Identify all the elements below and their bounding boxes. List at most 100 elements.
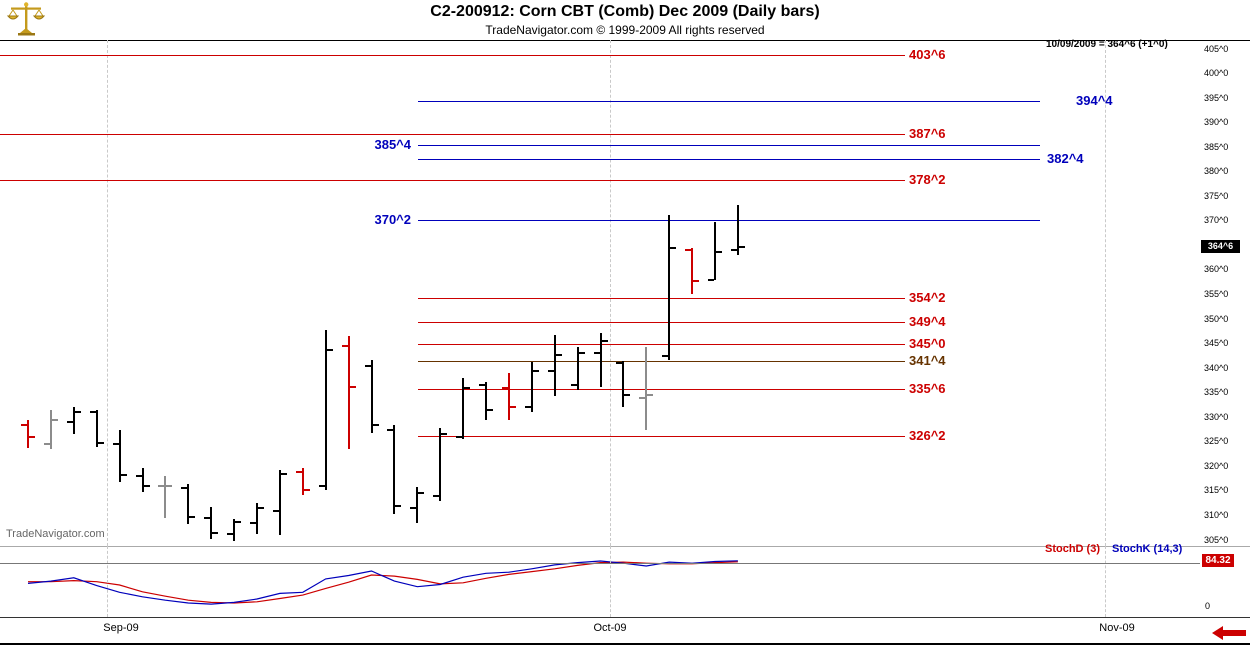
- price-bar-close-tick: [395, 504, 402, 507]
- sr-line: [0, 133, 905, 135]
- stoch-overbought-line: [0, 563, 1200, 565]
- price-bar-stem: [416, 487, 419, 523]
- price-bar-stem: [324, 330, 327, 490]
- price-bar-stem: [439, 428, 442, 501]
- stoch-d-line: [28, 561, 738, 604]
- price-bar-open-tick: [135, 475, 142, 478]
- price-bar-close-tick: [166, 484, 173, 487]
- price-bar-close-tick: [349, 385, 356, 388]
- stoch-value-marker: 84.32: [1202, 554, 1234, 568]
- price-bar-open-tick: [410, 507, 417, 510]
- price-axis-tick-label: 330^0: [1204, 411, 1229, 422]
- price-bar-stem: [553, 335, 556, 397]
- price-bar-close-tick: [258, 507, 264, 510]
- price-bar-stem: [714, 222, 716, 280]
- sr-line-label: 378^2: [909, 172, 946, 188]
- price-axis-tick-label: 375^0: [1204, 190, 1229, 201]
- price-bar-open-tick: [364, 364, 371, 367]
- price-bar-open-tick: [181, 487, 188, 490]
- price-bar-stem: [507, 373, 510, 420]
- price-bar-stem: [691, 247, 694, 295]
- sr-line-label: 382^4: [1047, 151, 1084, 167]
- price-bar-close-tick: [97, 442, 104, 445]
- price-bar-open-tick: [593, 352, 600, 355]
- price-bar-close-tick: [555, 353, 562, 356]
- date-axis-label: Sep-09: [103, 622, 139, 634]
- price-bar-stem: [210, 506, 213, 539]
- price-bar-close-tick: [372, 423, 379, 426]
- price-bar-open-tick: [250, 521, 256, 524]
- price-bar-close-tick: [418, 492, 425, 495]
- price-axis-tick-label: 405^0: [1204, 43, 1229, 54]
- price-bar-stem: [622, 360, 625, 408]
- price-bar-open-tick: [479, 384, 485, 387]
- last-price-marker: 364^6: [1201, 239, 1240, 253]
- price-bar-close-tick: [578, 352, 585, 355]
- price-bar-stem: [118, 429, 121, 483]
- price-bar-close-tick: [716, 250, 722, 253]
- price-bar-open-tick: [66, 421, 73, 424]
- price-bar-close-tick: [624, 394, 631, 397]
- price-bar-stem: [164, 476, 167, 518]
- stoch-axis-zero-label: 0: [1205, 601, 1211, 611]
- scroll-left-arrow-icon[interactable]: [1212, 626, 1246, 643]
- price-bar-open-tick: [112, 443, 119, 446]
- month-gridline: [1105, 546, 1106, 617]
- price-bar-close-tick: [647, 394, 654, 397]
- price-bar-stem: [485, 381, 487, 420]
- date-axis-separator: [0, 617, 1250, 618]
- last-quote-readout: 10/09/2009 = 364^6 (+1^0): [1046, 39, 1168, 50]
- price-bar-open-tick: [570, 384, 577, 387]
- date-axis-label: Oct-09: [593, 622, 627, 634]
- price-bar-close-tick: [464, 386, 471, 389]
- price-bar-close-tick: [693, 279, 700, 282]
- price-bar-stem: [256, 503, 258, 534]
- price-bar-close-tick: [509, 406, 516, 409]
- date-axis-label: Nov-09: [1099, 622, 1135, 634]
- price-bar-open-tick: [708, 278, 714, 281]
- price-bar-open-tick: [227, 532, 234, 535]
- price-bar-stem: [576, 347, 579, 391]
- price-bar-close-tick: [441, 433, 448, 436]
- price-bar-close-tick: [189, 515, 196, 518]
- price-bar-close-tick: [670, 246, 677, 249]
- price-axis-tick-label: 320^0: [1204, 460, 1229, 471]
- watermark: TradeNavigator.com: [6, 528, 105, 540]
- price-bar-stem: [72, 407, 75, 435]
- price-axis-tick-label: 390^0: [1204, 117, 1229, 128]
- price-bar-close-tick: [326, 348, 333, 351]
- stochastic-panel: [0, 546, 1200, 617]
- stoch-d-legend-label: StochD (3): [1045, 543, 1100, 555]
- price-bar-stem: [27, 419, 29, 448]
- sr-line-label: 326^2: [909, 427, 946, 443]
- month-gridline: [610, 40, 611, 546]
- price-bar-open-tick: [387, 428, 394, 431]
- price-bar-stem: [393, 424, 396, 515]
- price-bar-stem: [49, 409, 52, 450]
- price-bar-close-tick: [487, 408, 493, 411]
- sr-line-label: 335^6: [909, 381, 946, 397]
- price-bar-stem: [347, 336, 350, 450]
- price-bar-close-tick: [212, 531, 219, 534]
- price-axis-tick-label: 370^0: [1204, 215, 1229, 226]
- sr-line: [0, 55, 905, 57]
- sr-line: [0, 180, 905, 182]
- price-axis-tick-label: 395^0: [1204, 92, 1229, 103]
- sr-line-label: 403^6: [909, 47, 946, 63]
- price-bar-open-tick: [547, 369, 554, 372]
- price-bar-open-tick: [295, 471, 302, 474]
- price-bar-stem: [141, 467, 144, 493]
- sr-line: [418, 219, 1040, 221]
- price-bar-open-tick: [501, 386, 508, 389]
- month-gridline: [107, 546, 108, 617]
- price-bar-stem: [301, 467, 304, 495]
- sr-line: [418, 321, 905, 323]
- price-bar-open-tick: [158, 484, 165, 487]
- chart-copyright: TradeNavigator.com © 1999-2009 All right…: [485, 23, 765, 37]
- price-axis-tick-label: 325^0: [1204, 436, 1229, 447]
- date-axis: Sep-09 Oct-09 Nov-09: [0, 617, 1250, 643]
- price-axis-tick-label: 360^0: [1204, 264, 1229, 275]
- header-separator: [0, 40, 1250, 41]
- price-bar-open-tick: [341, 345, 348, 348]
